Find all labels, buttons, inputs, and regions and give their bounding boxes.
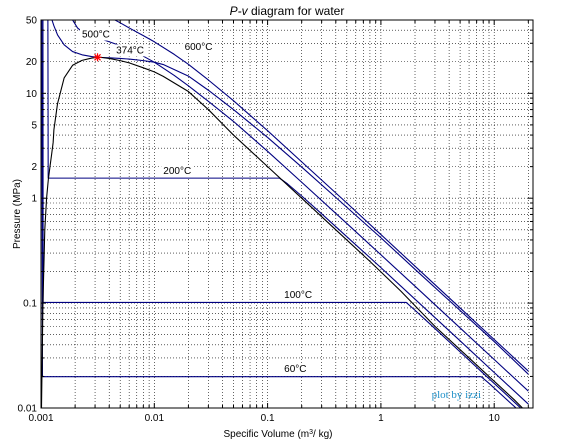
critical-point-stroke <box>94 53 101 61</box>
critical-point-marker <box>93 53 102 62</box>
isotherm-line-5 <box>114 20 529 372</box>
y-tick-label: 2 <box>31 162 37 173</box>
x-axis-label: Specific Volume (m3/ kg) <box>224 429 333 441</box>
isotherm-label-bg <box>182 40 215 53</box>
isotherm-label-bg <box>282 288 315 301</box>
y-tick-label: 1 <box>31 194 37 205</box>
isotherm-label: 200°C <box>163 166 191 177</box>
y-tick-label: 5 <box>31 120 37 131</box>
chart-title-rest: diagram for water <box>248 4 345 18</box>
x-tick-label: 0.1 <box>261 413 275 424</box>
x-tick-label: 0.001 <box>28 413 53 424</box>
y-tick-label: 0.1 <box>23 299 37 310</box>
isotherm-label: 100°C <box>284 290 312 301</box>
x-tick-label: 10 <box>489 413 501 424</box>
chart-title: P-v diagram for water <box>230 4 345 18</box>
x-axis-label-sup: 3 <box>309 429 313 436</box>
y-tick-labels: 50 20 10 5 2 1 0.1 0.01 <box>18 16 38 415</box>
grid <box>41 20 533 408</box>
annotations: plot by izzi <box>432 389 482 401</box>
isotherm-line-0 <box>41 20 517 408</box>
y-tick-label: 50 <box>26 16 38 27</box>
isotherm-label-bg <box>161 165 194 178</box>
isotherm-label: 60°C <box>284 364 306 375</box>
x-tick-label: 0.01 <box>145 413 165 424</box>
x-axis-label-main: Specific Volume (m <box>224 429 310 440</box>
x-tick-label: 1 <box>378 413 384 424</box>
plot-credit-annotation: plot by izzi <box>432 389 482 401</box>
x-tick-labels: 0.001 0.01 0.1 1 10 <box>28 413 500 424</box>
isotherm-label-bg <box>282 363 309 376</box>
x-axis-label-unit: / kg) <box>313 429 332 440</box>
y-axis-label: Pressure (MPa) <box>12 179 23 249</box>
series-group <box>41 20 529 408</box>
chart-title-italic: P-v <box>230 4 249 18</box>
isotherm-label: 374°C <box>116 45 144 56</box>
isotherm-line-3 <box>51 20 529 375</box>
tick-marks <box>41 20 533 408</box>
isotherm-labels: 500°C 600°C 374°C 200°C 100°C 60°C <box>79 28 315 376</box>
isotherm-label-bg <box>79 28 112 41</box>
y-tick-label: 0.01 <box>18 404 38 415</box>
isotherm-label-bg <box>114 44 147 57</box>
isotherm-label: 500°C <box>82 30 110 41</box>
isotherm-line-1 <box>42 20 522 408</box>
y-tick-label: 20 <box>26 57 38 68</box>
plot-area <box>41 20 533 408</box>
isotherm-label: 600°C <box>185 42 213 53</box>
y-tick-label: 10 <box>26 89 38 100</box>
saturation-dome-line <box>41 56 524 408</box>
